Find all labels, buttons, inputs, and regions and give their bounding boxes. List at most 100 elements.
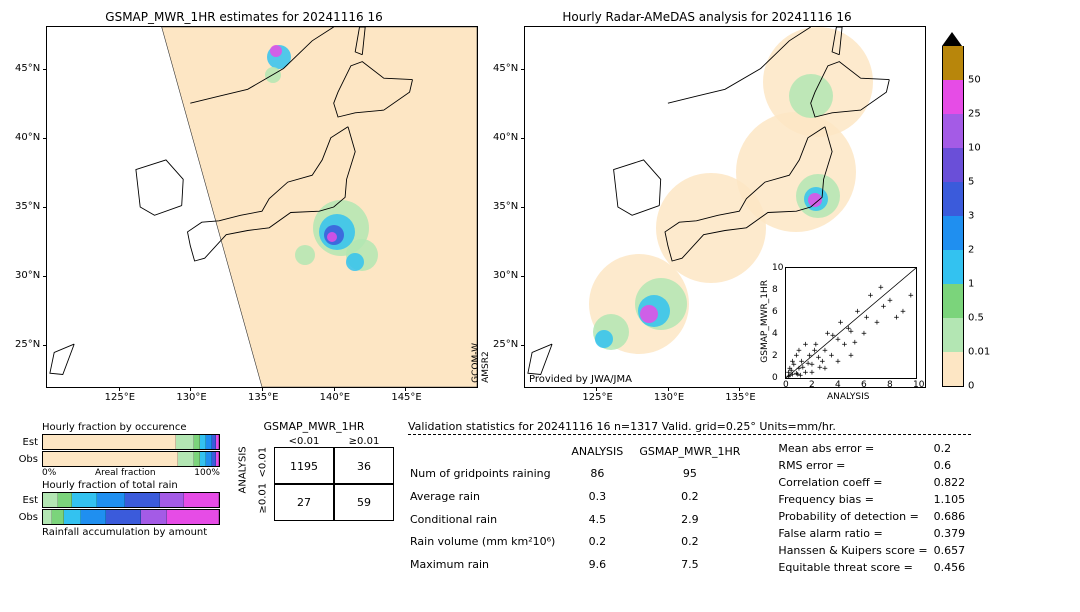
inset-xlabel: ANALYSIS: [827, 392, 869, 402]
scatter-point: +: [864, 313, 869, 323]
fraction-segment: [43, 510, 52, 524]
fraction-segment: [81, 510, 106, 524]
fraction-segment: [160, 493, 185, 507]
stats-table: ANALYSISGSMAP_MWR_1HRNum of gridpoints r…: [408, 439, 752, 577]
colorbar-tick: 2: [968, 245, 974, 256]
scatter-point: +: [894, 313, 899, 323]
scatter-point: +: [786, 368, 791, 378]
occurrence-axis: 0% Areal fraction 100%: [42, 468, 220, 478]
inset-x-tick: 2: [809, 380, 815, 390]
inset-y-tick: 6: [772, 307, 778, 317]
x-tick-label: 140°E: [320, 392, 350, 403]
fraction-bar-row: Est: [10, 492, 220, 508]
occ-axis-mid: Areal fraction: [95, 468, 156, 478]
stats-rule: [408, 434, 971, 435]
inset-x-tick: 8: [887, 380, 893, 390]
metric-value: 0.379: [934, 526, 970, 541]
y-tick-label: 40°N: [15, 132, 40, 143]
y-tick-label: 45°N: [493, 63, 518, 74]
scatter-point: +: [829, 351, 834, 361]
scatter-point: +: [798, 371, 803, 381]
fraction-segment: [43, 452, 178, 466]
scatter-point: +: [881, 302, 886, 312]
y-tick-label: 35°N: [493, 201, 518, 212]
metric-label: RMS error =: [778, 458, 931, 473]
fraction-segment: [43, 435, 176, 449]
scatter-point: +: [887, 296, 892, 306]
contingency-cell: 27: [274, 483, 334, 521]
fraction-row-label: Obs: [10, 512, 42, 523]
contingency-cell: 36: [334, 447, 394, 485]
scatter-inset: ++++++++++++++++++++++++++++++++++++++++…: [785, 267, 917, 379]
fraction-row-label: Obs: [10, 454, 42, 465]
fraction-segment: [141, 510, 167, 524]
colorbar-arrow: [942, 32, 962, 46]
fraction-segment: [167, 510, 219, 524]
metric-label: Probability of detection =: [778, 509, 931, 524]
cont-col-header: ≥0.01: [334, 436, 394, 447]
metric-label: False alarm ratio =: [778, 526, 931, 541]
scatter-point: +: [838, 318, 843, 328]
inset-y-tick: 4: [772, 329, 778, 339]
colorbar-cell: [942, 182, 964, 216]
right-map-panel: Hourly Radar-AMeDAS analysis for 2024111…: [488, 10, 926, 406]
x-tick-label: 125°E: [105, 392, 135, 403]
scatter-point: +: [822, 346, 827, 356]
right-map: 125°E130°E135°E25°N30°N35°N40°N45°NProvi…: [524, 26, 926, 388]
stats-col-header: ANALYSIS: [567, 441, 637, 462]
fraction-segment: [97, 493, 125, 507]
fraction-bar-row: Est: [10, 434, 220, 450]
scatter-point: +: [846, 324, 851, 334]
metric-value: 0.6: [934, 458, 970, 473]
colorbar-cell: [942, 352, 964, 387]
fraction-segment: [178, 452, 194, 466]
fraction-bar-row: Obs: [10, 451, 220, 467]
colorbar-cell: [942, 148, 964, 182]
fraction-segment: [125, 493, 160, 507]
x-tick-label: 135°E: [248, 392, 278, 403]
contingency-title: GSMAP_MWR_1HR: [234, 420, 394, 433]
scatter-point: +: [817, 363, 822, 373]
metric-label: Equitable threat score =: [778, 560, 931, 575]
y-tick-label: 40°N: [493, 132, 518, 143]
fraction-bar: [42, 451, 220, 467]
top-row: GSMAP_MWR_1HR estimates for 20241116 16 …: [10, 10, 1070, 406]
occ-axis-left: 0%: [42, 468, 56, 478]
colorbar-cell: [942, 250, 964, 284]
metric-label: Mean abs error =: [778, 441, 931, 456]
right-map-title: Hourly Radar-AMeDAS analysis for 2024111…: [488, 10, 926, 24]
scatter-point: +: [842, 340, 847, 350]
stats-row-label: Rain volume (mm km²10⁶): [410, 532, 565, 553]
x-tick-label: 135°E: [725, 392, 755, 403]
scatter-point: +: [908, 291, 913, 301]
x-tick-label: 130°E: [654, 392, 684, 403]
occurrence-title: Hourly fraction by occurence: [42, 422, 220, 433]
stats-value: 0.2: [639, 486, 750, 507]
fraction-bar-row: Obs: [10, 509, 220, 525]
stats-row-label: Average rain: [410, 486, 565, 507]
left-map: 125°E130°E135°E140°E145°E25°N30°N35°N40°…: [46, 26, 478, 388]
inset-x-tick: 4: [835, 380, 841, 390]
fraction-segment: [58, 493, 73, 507]
colorbar-tick: 1: [968, 279, 974, 290]
inset-x-tick: 10: [913, 380, 924, 390]
colorbar-tick: 0: [968, 381, 974, 392]
colorbar-cell: [942, 46, 964, 80]
metric-value: 0.822: [934, 475, 970, 490]
fraction-segment: [72, 493, 97, 507]
metric-label: Hanssen & Kuipers score =: [778, 543, 931, 558]
colorbar-tick: 5: [968, 177, 974, 188]
stats-value: 4.5: [567, 509, 637, 530]
stats-row-label: Maximum rain: [410, 554, 565, 575]
stats-value: 0.2: [567, 532, 637, 553]
stats-row-label: Num of gridpoints raining: [410, 464, 565, 485]
provider-label: Provided by JWA/JMA: [529, 374, 632, 385]
scatter-point: +: [874, 318, 879, 328]
inset-x-tick: 0: [783, 380, 789, 390]
y-tick-label: 30°N: [493, 270, 518, 281]
totalrain-title: Hourly fraction of total rain: [42, 480, 220, 491]
scatter-point: +: [835, 335, 840, 345]
fraction-segment: [106, 510, 141, 524]
contingency-row-header: <0.01: [258, 455, 269, 477]
stats-value: 9.6: [567, 554, 637, 575]
